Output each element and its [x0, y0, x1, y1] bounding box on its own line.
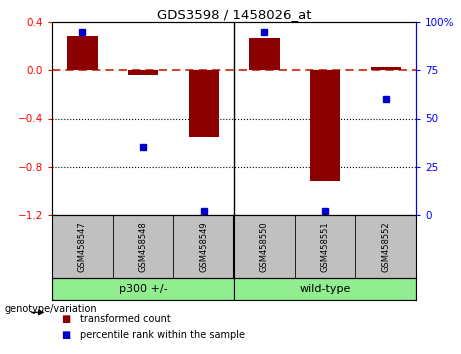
Title: GDS3598 / 1458026_at: GDS3598 / 1458026_at: [157, 8, 311, 21]
Text: percentile rank within the sample: percentile rank within the sample: [80, 330, 245, 341]
Bar: [67, 36, 97, 70]
Text: GSM458552: GSM458552: [381, 221, 390, 272]
Text: transformed count: transformed count: [80, 314, 171, 325]
Text: wild-type: wild-type: [299, 284, 351, 294]
Bar: [128, 70, 158, 75]
Text: GSM458548: GSM458548: [138, 221, 148, 272]
Bar: [249, 38, 279, 70]
Text: GSM458547: GSM458547: [78, 221, 87, 272]
Text: genotype/variation: genotype/variation: [5, 303, 97, 314]
Bar: [189, 70, 219, 137]
Bar: [234, 278, 416, 300]
Text: ■: ■: [61, 330, 71, 341]
Bar: [52, 278, 234, 300]
Text: ■: ■: [61, 314, 71, 325]
Bar: [371, 67, 401, 70]
Text: p300 +/-: p300 +/-: [118, 284, 167, 294]
Bar: [310, 70, 340, 181]
Text: GSM458550: GSM458550: [260, 221, 269, 272]
Text: GSM458549: GSM458549: [199, 221, 208, 272]
Text: GSM458551: GSM458551: [320, 221, 330, 272]
